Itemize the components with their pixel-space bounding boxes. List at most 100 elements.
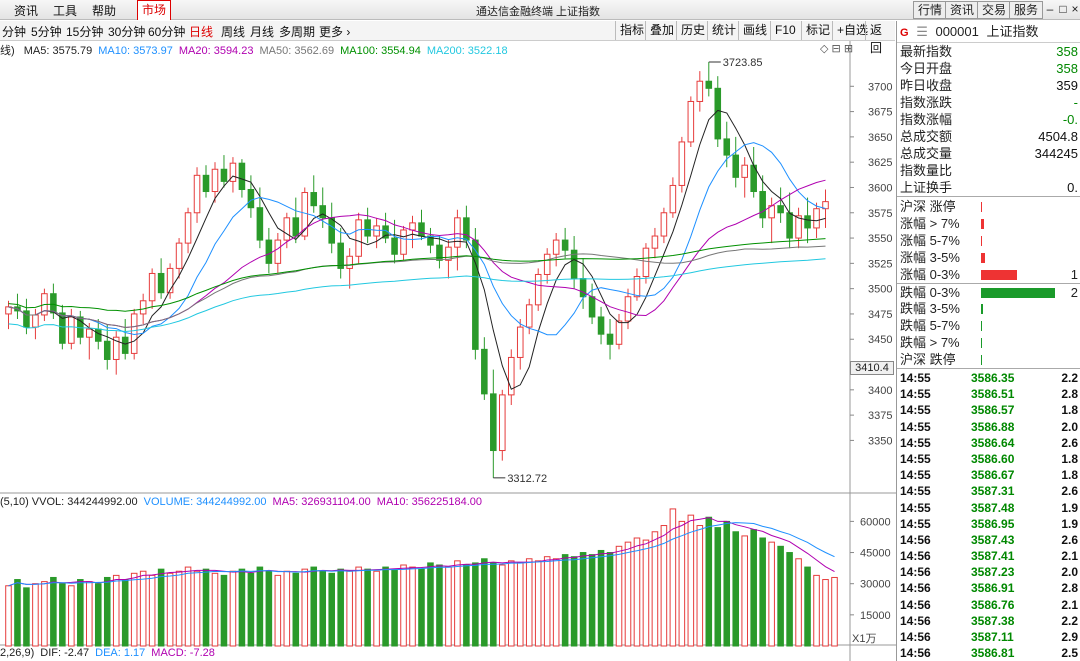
volume-bar: [364, 568, 371, 647]
close-icon[interactable]: ×: [1071, 2, 1079, 16]
tool-back[interactable]: 返回: [865, 21, 895, 55]
candle-body: [148, 272, 156, 302]
candle-body: [355, 219, 362, 257]
volume-bar: [418, 568, 425, 647]
period-multi[interactable]: 多周期: [279, 25, 316, 39]
maximize-icon[interactable]: □: [1059, 2, 1067, 16]
ma-legend-item-0: MA5: 3575.79: [23, 45, 93, 57]
period-30min[interactable]: 30分钟: [108, 25, 146, 39]
tick-row: 14:56 3586.91 2.8: [897, 580, 1080, 596]
candle-body: [642, 247, 650, 278]
tab-service[interactable]: 服务: [1009, 1, 1044, 19]
info-label: 指数量比: [900, 163, 953, 178]
tick-price: 3586.76: [971, 597, 1015, 612]
candle-body: [436, 244, 443, 261]
tool-draw[interactable]: 画线: [738, 21, 771, 40]
volume-bar: [175, 570, 183, 647]
menu-tools[interactable]: 工具: [53, 4, 78, 18]
ma-legend-item-4: MA100: 3554.94: [340, 45, 421, 57]
minimize-icon[interactable]: ‒: [1046, 2, 1054, 16]
volume-bar: [795, 558, 802, 647]
price-tick-label: 3450: [868, 334, 892, 346]
candle-body: [86, 328, 93, 338]
volume-bar: [624, 541, 632, 647]
volume-bar: [579, 552, 587, 647]
tick-volume: 2.9: [1061, 630, 1078, 644]
volume-bar: [741, 535, 748, 647]
period-monthly[interactable]: 月线: [250, 25, 275, 39]
info-row: 上证换手 0.: [897, 179, 1080, 196]
volume-bar: [301, 568, 309, 647]
price-tick-label: 3625: [868, 157, 892, 169]
volume-bar: [5, 585, 12, 647]
menu-icon[interactable]: ☰: [916, 24, 928, 39]
volume-bar: [463, 564, 470, 647]
volume-bar: [499, 564, 506, 647]
info-value: 4504.8: [1038, 129, 1078, 144]
volume-bar: [211, 572, 219, 647]
kline-chart[interactable]: 3350337534003425345034753500352535503575…: [0, 41, 896, 661]
diamond-icon[interactable]: ◇: [820, 43, 829, 55]
chart-corner-icons: ◇ ⊟ ⊞: [820, 42, 853, 55]
candle-body: [121, 336, 129, 354]
period-weekly[interactable]: 周线: [221, 25, 246, 39]
volume-bar: [436, 564, 443, 647]
tick-time: 14:56: [900, 646, 931, 661]
tool-overlay[interactable]: 叠加: [645, 21, 678, 40]
candle-body: [624, 296, 632, 322]
tool-indicator[interactable]: 指标: [615, 21, 648, 40]
period-15min[interactable]: 15分钟: [66, 25, 104, 39]
vol-legend-item-3: MA10: 356225184.00: [376, 496, 482, 508]
tab-news[interactable]: 资讯: [945, 1, 980, 19]
period-toolbar: 分钟 5分钟 15分钟 30分钟 60分钟 日线 周线 月线 多周期 更多 › …: [0, 21, 895, 55]
period-minute[interactable]: 分钟: [2, 25, 27, 39]
tool-history[interactable]: 历史: [676, 21, 709, 40]
period-more[interactable]: 更多 ›: [319, 25, 351, 39]
candle-body: [525, 304, 533, 328]
current-price-tag: 3410.4: [850, 361, 894, 375]
volume-bar: [534, 560, 542, 647]
tick-row: 14:55 3586.60 1.8: [897, 451, 1080, 467]
quote-panel: G ☰ 000001 上证指数 最新指数 358 今日开盘 358 昨日收盘 359 指数涨…: [896, 21, 1080, 661]
tab-quotes[interactable]: 行情: [913, 1, 948, 19]
distribution-label: 沪深 跌停: [900, 352, 956, 367]
candle-body: [310, 192, 318, 207]
minus-icon[interactable]: ⊟: [831, 43, 841, 55]
tab-trade[interactable]: 交易: [977, 1, 1012, 19]
menu-help[interactable]: 帮助: [92, 4, 117, 18]
candle-body: [561, 239, 569, 251]
tool-watchlist[interactable]: +自选: [832, 21, 872, 40]
period-daily[interactable]: 日线: [189, 25, 214, 39]
tool-mark[interactable]: 标记: [801, 21, 834, 40]
distribution-bar: [981, 253, 985, 263]
period-5min[interactable]: 5分钟: [31, 25, 62, 39]
candle-body: [615, 320, 623, 345]
ma-line: [8, 245, 826, 329]
period-60min[interactable]: 60分钟: [148, 25, 186, 39]
distribution-label: 跌幅 5-7%: [900, 318, 960, 333]
volume-bar: [768, 541, 775, 647]
menu-news[interactable]: 资讯: [14, 4, 39, 18]
tick-list[interactable]: 14:55 3586.35 2.2 14:55 3586.51 2.8 14:55 3586.…: [897, 369, 1080, 661]
candle-body: [373, 225, 380, 237]
price-tick-label: 3525: [868, 258, 892, 270]
tick-price: 3586.35: [971, 371, 1015, 385]
volume-bar: [696, 525, 704, 647]
volume-bar: [319, 570, 327, 647]
volume-bar: [831, 576, 838, 647]
tick-time: 14:55: [900, 387, 931, 402]
distribution-table: 沪深 涨停 涨幅 > 7% 涨幅 5-7% 涨幅 3-5% 涨幅 0-3% 1 跌幅 0-3…: [897, 197, 1080, 368]
candle-body: [265, 239, 273, 264]
plus-icon[interactable]: ⊞: [843, 43, 854, 55]
volume-bar: [481, 558, 488, 647]
tool-stats[interactable]: 统计: [707, 21, 740, 40]
ma-line: [8, 142, 826, 336]
tool-f10[interactable]: F10: [770, 21, 800, 40]
candle-body: [795, 215, 802, 239]
tick-row: 14:56 3586.81 2.5: [897, 645, 1080, 661]
tick-row: 14:55 3587.48 1.9: [897, 500, 1080, 516]
tick-price: 3587.23: [971, 565, 1015, 580]
menu-market[interactable]: 市场: [137, 0, 172, 20]
volume-bar: [86, 581, 93, 647]
volume-bar: [723, 520, 731, 647]
